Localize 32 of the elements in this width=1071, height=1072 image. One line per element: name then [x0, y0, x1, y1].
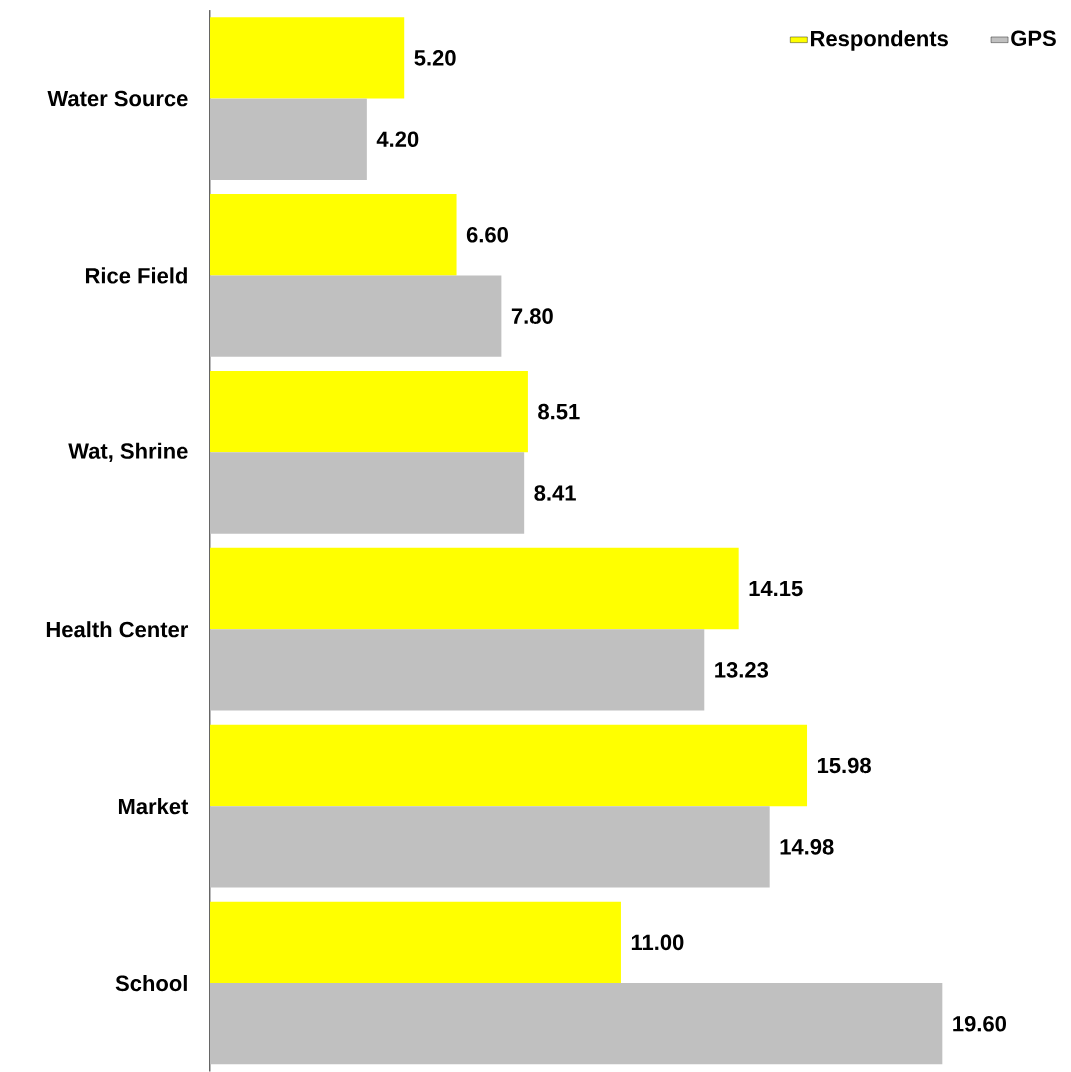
bar — [210, 547, 739, 630]
data-label: 14.98 — [780, 839, 834, 855]
y-tick-label: Health Center — [47, 621, 189, 638]
data-label: 14.15 — [749, 580, 803, 597]
bar — [210, 806, 770, 888]
data-label: 7.80 — [512, 308, 554, 324]
data-label: 13.23 — [715, 662, 769, 678]
legend-label: Respondents — [811, 30, 949, 51]
bar — [210, 194, 457, 276]
y-tick-label: Rice Field — [86, 267, 188, 284]
data-label: 8.51 — [538, 403, 580, 420]
y-tick-label: Wat, Shrine — [68, 442, 188, 463]
data-label: 19.60 — [953, 1015, 1007, 1032]
bar — [210, 983, 943, 1065]
bar — [210, 17, 405, 99]
data-label: 15.98 — [818, 757, 872, 774]
bar — [210, 98, 368, 180]
bar — [210, 901, 622, 984]
y-tick-label: Market — [119, 798, 189, 815]
bar — [210, 452, 525, 534]
data-label: 4.20 — [376, 131, 419, 147]
data-label: 8.41 — [534, 485, 577, 501]
data-label: 5.20 — [414, 50, 456, 66]
bar — [210, 370, 529, 453]
y-tick-label: School — [115, 974, 188, 992]
y-tick-label: Water Source — [47, 90, 188, 107]
bar — [210, 629, 705, 711]
bar — [210, 724, 808, 807]
bar — [210, 275, 502, 357]
data-label: 11.00 — [632, 934, 684, 951]
legend-label: GPS — [1011, 30, 1057, 47]
data-label: 6.60 — [467, 226, 509, 243]
